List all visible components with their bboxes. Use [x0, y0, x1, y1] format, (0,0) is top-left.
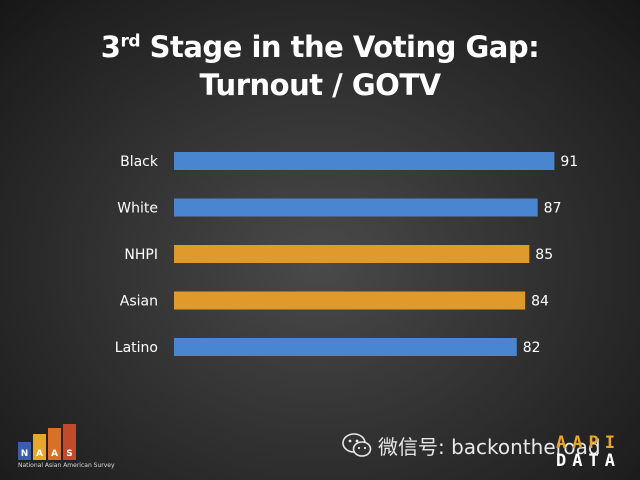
value-label-nhpi: 85 [535, 247, 553, 263]
naas-logo-block: A [33, 434, 46, 460]
aapi-logo-row-1: AAPI [556, 433, 621, 453]
category-label-latino: Latino [115, 340, 158, 356]
bar-white [174, 198, 538, 217]
title-line-1: 3rd Stage in the Voting Gap: [100, 30, 540, 64]
value-label-black: 91 [560, 154, 578, 170]
bar-black [174, 152, 555, 170]
aapi-logo-row-2: DATA [556, 451, 621, 471]
value-label-asian: 84 [531, 294, 549, 310]
naas-logo-block: N [18, 442, 31, 460]
category-label-black: Black [120, 154, 159, 170]
category-label-asian: Asian [120, 294, 158, 310]
category-label-white: White [117, 201, 158, 217]
bar-latino [174, 338, 517, 356]
value-label-white: 87 [544, 201, 562, 217]
naas-logo-block: S [63, 424, 76, 460]
bar-asian [174, 291, 526, 310]
wechat-icon [342, 433, 372, 457]
category-label-nhpi: NHPI [124, 247, 158, 263]
watermark-text: 微信号: backontheroad [378, 434, 601, 459]
value-label-latino: 82 [523, 340, 541, 356]
naas-logo-caption: National Asian American Survey [18, 462, 115, 469]
chart-title: 3rd Stage in the Voting Gap: Turnout / G… [0, 28, 640, 104]
aapi-data-logo: AAPI DATA [556, 434, 632, 470]
naas-logo-block: A [48, 428, 61, 460]
wechat-watermark: 微信号: backontheroad [342, 430, 601, 460]
bar-nhpi [174, 245, 530, 263]
title-line-2: Turnout / GOTV [199, 68, 441, 102]
